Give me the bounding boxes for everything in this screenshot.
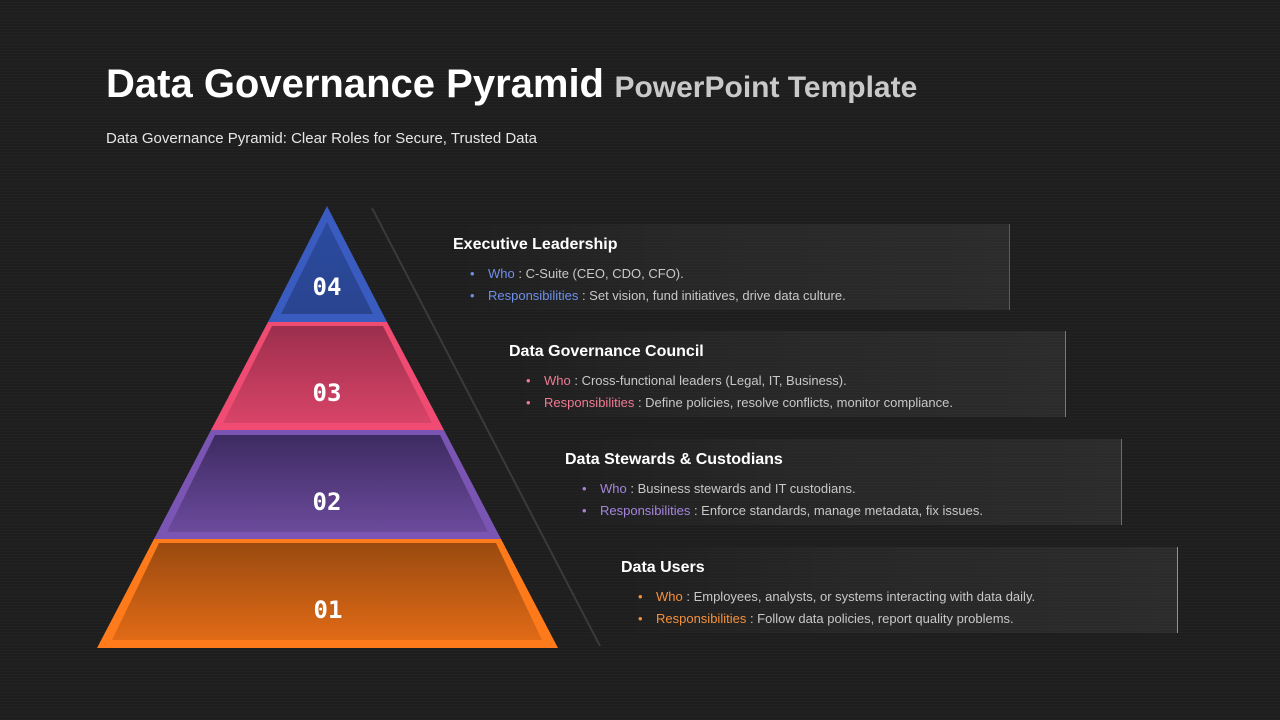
who-label: Who — [544, 373, 571, 388]
level-number-1: 01 — [314, 596, 343, 624]
title-sub: PowerPoint Template — [614, 71, 918, 104]
level-title: Data Users — [621, 559, 705, 576]
responsibilities-label: Responsibilities — [600, 503, 691, 518]
responsibilities-item: • Responsibilities : Follow data policies… — [638, 611, 1014, 626]
who-text: : C-Suite (CEO, CDO, CFO). — [514, 266, 684, 281]
who-item: • Who : C-Suite (CEO, CDO, CFO). — [470, 266, 684, 281]
who-label: Who — [656, 589, 683, 604]
responsibilities-text: : Follow data policies, report quality p… — [746, 611, 1014, 626]
level-panel-1: Data Users • Who : Employees, analysts, o… — [621, 547, 1178, 633]
who-label: Who — [488, 266, 515, 281]
who-text: : Employees, analysts, or systems intera… — [682, 589, 1036, 604]
level-number-2: 02 — [313, 488, 342, 516]
level-number-3: 03 — [313, 379, 342, 407]
title-main: Data Governance Pyramid — [106, 62, 604, 106]
responsibilities-item: • Responsibilities : Define policies, res… — [526, 395, 953, 410]
who-label: Who — [600, 481, 627, 496]
responsibilities-text: : Define policies, resolve conflicts, mo… — [634, 395, 953, 410]
who-item: • Who : Employees, analysts, or systems i… — [638, 589, 1036, 604]
responsibilities-label: Responsibilities — [656, 611, 747, 626]
responsibilities-text: : Enforce standards, manage metadata, fi… — [690, 503, 983, 518]
responsibilities-item: • Responsibilities : Set vision, fund ini… — [470, 288, 846, 303]
who-text: : Cross-functional leaders (Legal, IT, B… — [570, 373, 847, 388]
pyramid-level-4: 04 — [268, 206, 387, 322]
guide-line — [371, 207, 601, 647]
slide-title: Data Governance Pyramid PowerPoint Templ… — [106, 62, 917, 107]
pyramid-level-1: 01 — [97, 539, 558, 648]
pyramid-level-3: 03 — [211, 322, 444, 430]
level-panel-2: Data Stewards & Custodians • Who : Busine… — [565, 439, 1122, 525]
who-text: : Business stewards and IT custodians. — [626, 481, 856, 496]
responsibilities-text: : Set vision, fund initiatives, drive da… — [578, 288, 846, 303]
responsibilities-item: • Responsibilities : Enforce standards, m… — [582, 503, 983, 518]
level-title: Executive Leadership — [453, 236, 618, 253]
level-title: Data Governance Council — [509, 343, 704, 360]
pyramid-level-2: 02 — [154, 430, 501, 539]
level-number-4: 04 — [313, 273, 342, 301]
level-title: Data Stewards & Custodians — [565, 451, 783, 468]
level-panel-4: Executive Leadership • Who : C-Suite (CEO… — [453, 224, 1010, 310]
who-item: • Who : Business stewards and IT custodia… — [582, 481, 856, 496]
responsibilities-label: Responsibilities — [488, 288, 579, 303]
slide-subtitle: Data Governance Pyramid: Clear Roles for… — [106, 130, 538, 147]
who-item: • Who : Cross-functional leaders (Legal, … — [526, 373, 847, 388]
responsibilities-label: Responsibilities — [544, 395, 635, 410]
level-panel-3: Data Governance Council • Who : Cross-fun… — [509, 331, 1066, 417]
